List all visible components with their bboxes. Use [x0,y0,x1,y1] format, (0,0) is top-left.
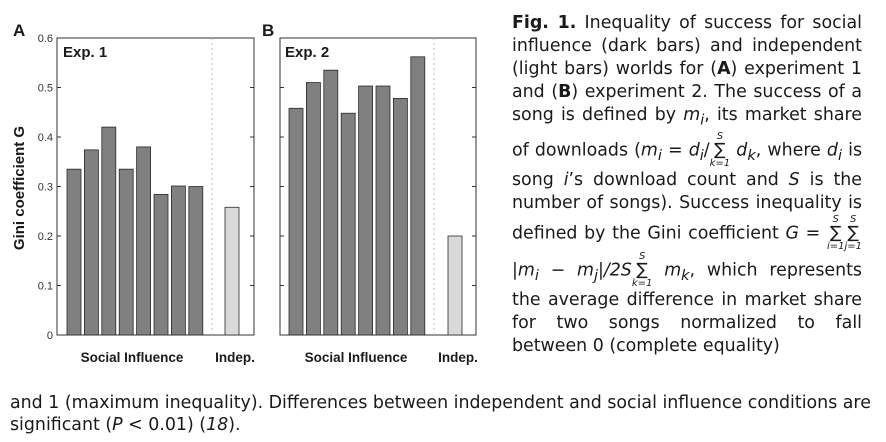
eq1-d: = d [661,140,700,161]
bars-a [57,37,254,336]
caption-text-6: is song [512,140,863,191]
caption-text-5: , where [755,140,827,161]
eq1-slash: / [703,140,710,161]
eq2-over-2s: |/2S [598,260,632,281]
caption-fig-label: Fig. 1. [512,13,577,33]
eq2-equals: = [799,223,827,244]
panel-a-title: Exp. 1 [63,44,107,61]
sum-symbol-j: S ∑ j=1 [844,213,862,252]
caption-cont-line-2: significant (P < 0.01) (18). [10,414,862,436]
caption-text-7: ’s download count and [568,170,789,190]
eq2-abs-m: |m [512,260,535,281]
figure-charts: A Gini coefficient G 0 0.1 0.2 0.3 0.4 0.5 0.6… [11,21,478,365]
bar-social-influence [84,149,99,336]
sum-bottom-k: k=1 [709,158,731,169]
bar-social-influence [66,168,82,336]
y-tick-label: 0.3 [38,182,53,194]
sum-top-s-j: S [850,213,857,225]
bars-b [280,37,476,336]
y-tick-label: 0.4 [38,132,53,144]
panel-a-label: A [13,21,25,40]
eq2-sub-j: j [593,267,599,284]
x-group-label-social-a: Social Influence [81,350,184,365]
sum-glyph-i: ∑ [829,222,842,243]
panel-b-label: B [262,21,274,40]
bar-social-influence [288,107,304,336]
caption-i: i [563,170,569,190]
caption-text-3: ) experiment 2. The success of a song is… [512,81,862,125]
bar-social-influence [188,186,204,336]
y-tick-label: 0 [47,330,53,342]
y-tick-label: 0.6 [38,33,53,45]
figure-caption-continued: and 1 (maximum inequality). Differences … [10,392,871,436]
y-tick-label: 0.5 [38,83,53,95]
figure-caption: Fig. 1. Inequality of success for social… [512,12,862,358]
bar-social-influence [101,126,117,336]
x-group-label-social-b: Social Influence [305,350,408,365]
bar-social-influence [136,146,152,336]
caption-p: P [112,415,123,435]
y-tick-label: 0.1 [38,281,53,293]
panel-a: A Gini coefficient G 0 0.1 0.2 0.3 0.4 0.5 0.6… [11,21,255,365]
eq1-m: m [640,140,658,161]
caption-cont-2b: < 0.01) ( [122,415,207,435]
sum-top-s-k2: S [638,250,646,262]
sum-top-s: S [716,131,724,142]
bar-social-influence [170,185,186,336]
y-tick-labels: 0 0.1 0.2 0.3 0.4 0.5 0.6 [38,33,53,342]
caption-text-9: , which represents the average differenc… [512,260,862,356]
sum-glyph-k2: ∑ [636,259,648,280]
bar-social-influence [305,82,321,336]
caption-ref-18: 18 [206,415,229,435]
sum-bottom-j: j=1 [844,240,862,252]
panel-b: B Exp. 2 Social Influence Indep. [262,21,478,365]
sum-bottom-i: i=1 [826,240,845,252]
sum-symbol-k2: S ∑ k=1 [631,250,653,289]
caption-text-8: is the number of songs). Success inequal… [512,170,862,244]
sum-bottom-k2: k=1 [631,277,653,289]
caption-text-4: , its market share of downloads ( [512,104,862,161]
bar-social-influence [358,85,374,336]
caption-s: S [788,170,800,190]
eq2-sub-i: i [534,267,539,284]
caption-cont-2c: ). [228,415,241,435]
bar-social-influence [340,112,356,336]
eq1-sub-i: i [657,147,662,164]
y-tick-label: 0.2 [38,231,53,243]
bar-social-influence [118,168,134,336]
eq2-g: G [785,223,799,244]
caption-text-1: Inequality of success for social influen… [512,13,862,79]
bar-social-influence [375,85,391,336]
sum-symbol-k: S ∑ k=1 [710,132,731,169]
x-group-label-indep-a: Indep. [215,350,255,365]
panel-b-title: Exp. 2 [285,44,329,61]
caption-cont-line-1: and 1 (maximum inequality). Differences … [10,393,871,413]
caption-sub-i: i [700,112,705,129]
bar-independent [447,235,463,336]
bar-independent [224,206,240,336]
sum-symbol-i: S ∑ i=1 [826,213,845,252]
caption-m-i: m [683,104,701,125]
x-group-label-indep-b: Indep. [438,350,478,365]
bar-social-influence [323,69,339,336]
sum-top-s-i: S [832,213,839,225]
sum-glyph: ∑ [714,140,726,160]
eq2-sub-k: k [681,267,690,284]
caption-ref-a: A [717,58,731,79]
eq1-dk: d [730,140,748,161]
eq1-sub-k: k [747,147,756,164]
sum-glyph-j: ∑ [847,222,859,243]
eq1-sub-i-2: i [699,147,704,164]
bar-social-influence [153,194,169,336]
caption-cont-2a: significant ( [10,415,113,435]
bar-social-influence [392,97,408,336]
eq2-mk: m [652,260,682,281]
caption-text-2: ) experiment 1 and ( [512,58,862,102]
caption-d: d [826,140,838,161]
caption-ref-b: B [558,81,572,102]
bar-social-influence [410,56,426,336]
caption-d-sub-i: i [837,147,842,164]
y-axis-label: Gini coefficient G [11,126,28,250]
eq2-minus-m: − m [538,260,594,281]
